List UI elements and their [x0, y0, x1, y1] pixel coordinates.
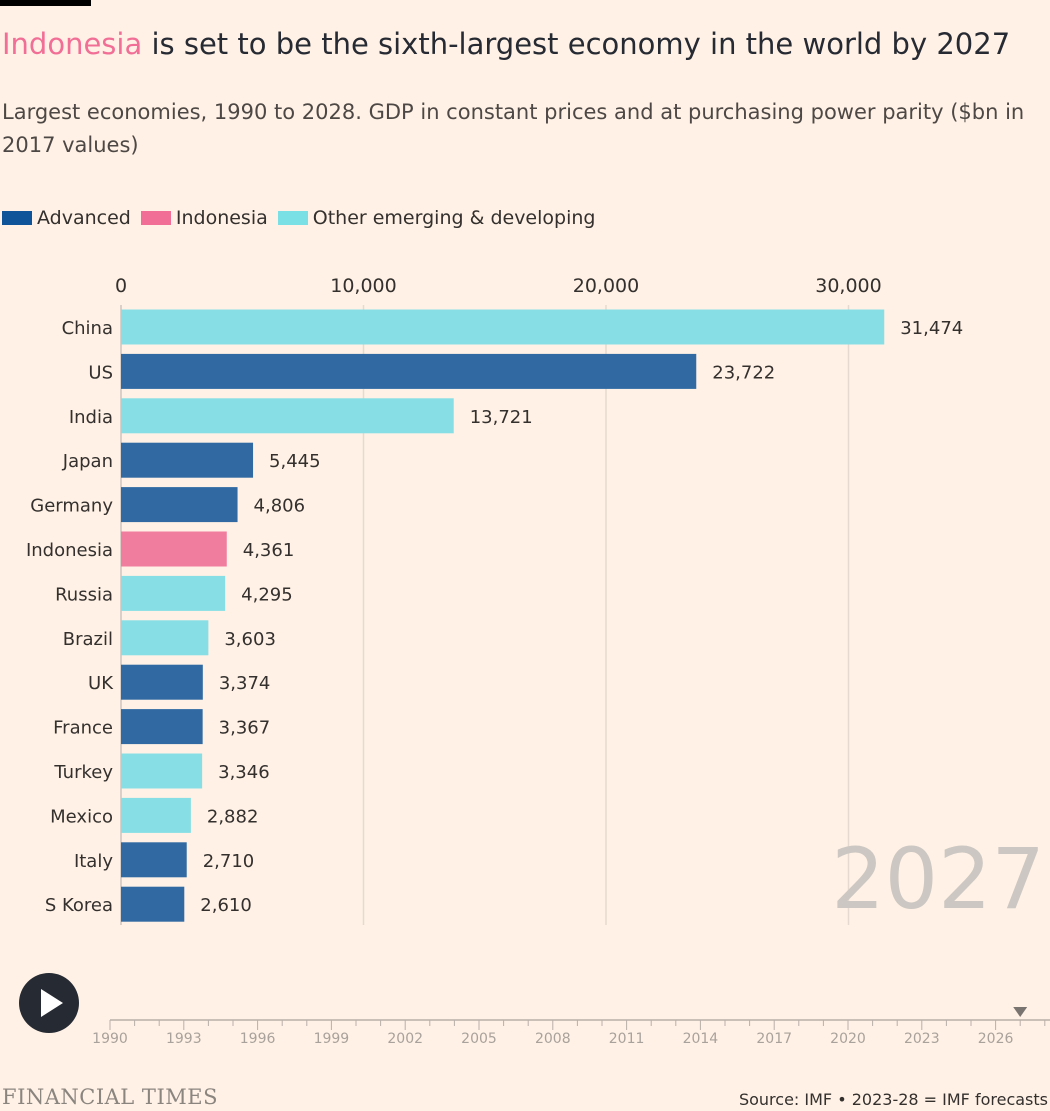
- category-label: Russia: [55, 584, 113, 605]
- bar: [121, 442, 254, 478]
- legend-label-other: Other emerging & developing: [312, 207, 596, 229]
- category-label: Japan: [62, 451, 113, 472]
- bar: [121, 487, 238, 523]
- bar: [121, 886, 185, 922]
- category-label: UK: [88, 673, 114, 694]
- timeline-label: 2023: [904, 1031, 940, 1047]
- timeline-label: 2017: [756, 1031, 792, 1047]
- timeline-label: 2008: [535, 1031, 571, 1047]
- category-label: Germany: [30, 496, 113, 517]
- x-tick-label: 20,000: [573, 275, 639, 297]
- timeline-label: 2020: [830, 1031, 866, 1047]
- bar-chart: 0 10,000 20,000 30,000 2027 China 31,474 US 23,7…: [26, 275, 1045, 928]
- category-label: US: [88, 362, 113, 383]
- value-label: 4,361: [243, 540, 295, 561]
- play-button[interactable]: [19, 973, 79, 1033]
- timeline-label: 1990: [92, 1031, 128, 1047]
- category-label: France: [53, 718, 113, 739]
- value-label: 2,882: [207, 806, 259, 827]
- value-label: 2,710: [203, 851, 255, 872]
- x-tick-label: 0: [115, 275, 127, 297]
- value-label: 23,722: [712, 362, 775, 383]
- value-label: 3,374: [219, 673, 271, 694]
- ft-logo: FINANCIAL TIMES: [2, 1085, 218, 1109]
- bar: [121, 575, 226, 611]
- value-label: 3,603: [224, 629, 276, 650]
- bar: [121, 709, 203, 745]
- bar: [121, 842, 187, 878]
- bar: [121, 753, 203, 789]
- timeline-label: 1999: [314, 1031, 350, 1047]
- bar: [121, 797, 191, 833]
- x-tick-label: 30,000: [815, 275, 881, 297]
- legend-label-advanced: Advanced: [37, 207, 131, 229]
- year-watermark: 2027: [831, 830, 1045, 928]
- legend-swatch-advanced: [2, 211, 32, 225]
- source-note: Source: IMF • 2023-28 = IMF forecasts: [738, 1090, 1048, 1109]
- bar: [121, 664, 203, 700]
- bar: [121, 353, 697, 389]
- value-label: 31,474: [900, 318, 963, 339]
- bar: [121, 531, 227, 567]
- x-tick-label: 10,000: [330, 275, 396, 297]
- category-label: Italy: [74, 851, 113, 872]
- bar: [121, 309, 885, 345]
- legend-swatch-other: [277, 211, 308, 225]
- value-label: 3,346: [218, 762, 270, 783]
- title-highlight: Indonesia: [2, 27, 143, 61]
- category-label: Mexico: [50, 806, 113, 827]
- timeline-label: 1993: [166, 1031, 202, 1047]
- value-label: 2,610: [200, 895, 252, 916]
- top-rule: [0, 0, 91, 6]
- category-label: Indonesia: [26, 540, 113, 561]
- category-label: Brazil: [63, 629, 113, 650]
- timeline-label: 2002: [387, 1031, 423, 1047]
- value-label: 3,367: [219, 718, 271, 739]
- legend-item-other: Other emerging & developing: [277, 207, 596, 229]
- timeline-label: 2011: [609, 1031, 645, 1047]
- value-label: 13,721: [470, 407, 533, 428]
- timeline-label: 1996: [240, 1031, 276, 1047]
- year-timeline[interactable]: 1990 1993 1996 1999 2002 2005 2008 2011 2014 2017…: [0, 1000, 1050, 1060]
- legend-label-indonesia: Indonesia: [175, 207, 268, 229]
- legend-swatch-indonesia: [140, 211, 171, 225]
- category-label: Turkey: [53, 762, 113, 783]
- value-label: 5,445: [269, 451, 321, 472]
- legend-item-advanced: Advanced: [2, 207, 131, 229]
- chart-subtitle: Largest economies, 1990 to 2028. GDP in …: [2, 100, 1025, 157]
- play-icon: [41, 989, 63, 1017]
- timeline-marker-icon: [1013, 1007, 1028, 1017]
- timeline-label: 2014: [683, 1031, 719, 1047]
- bar: [121, 398, 454, 434]
- timeline-label: 2005: [461, 1031, 497, 1047]
- value-label: 4,295: [241, 584, 293, 605]
- value-label: 4,806: [254, 496, 306, 517]
- category-label: India: [69, 407, 113, 428]
- category-label: S Korea: [45, 895, 113, 916]
- legend: Advanced Indonesia Other emerging & deve…: [2, 205, 605, 231]
- legend-item-indonesia: Indonesia: [140, 207, 268, 229]
- category-label: China: [62, 318, 113, 339]
- title-rest: is set to be the sixth-largest economy i…: [142, 27, 1011, 61]
- chart-title: Indonesia is set to be the sixth-largest…: [2, 24, 1042, 64]
- timeline-label: 2026: [978, 1031, 1014, 1047]
- bar: [121, 620, 209, 656]
